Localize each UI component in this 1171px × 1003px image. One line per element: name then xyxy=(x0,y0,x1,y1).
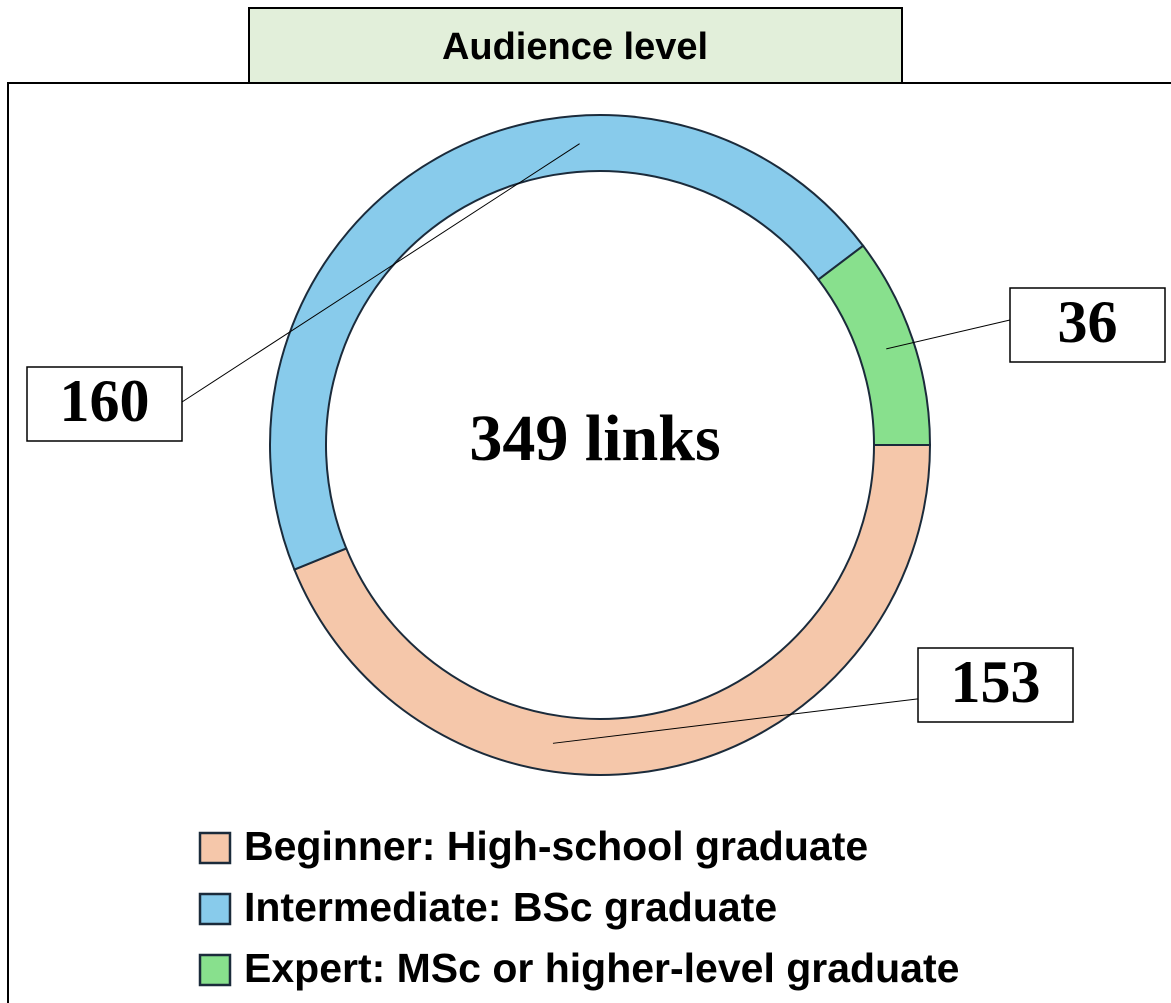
legend-label: Expert: MSc or higher-level graduate xyxy=(244,945,959,991)
value-label: 153 xyxy=(951,649,1041,715)
center-label: 349 links xyxy=(469,402,720,475)
value-label: 36 xyxy=(1058,289,1118,355)
value-label-box xyxy=(917,647,1074,723)
legend-swatch xyxy=(198,831,232,865)
value-label: 160 xyxy=(60,368,150,434)
legend-label: Beginner: High-school graduate xyxy=(244,823,868,869)
leader-line xyxy=(886,319,1011,350)
leader-line xyxy=(181,143,580,403)
donut-segment xyxy=(293,444,932,776)
donut-segment xyxy=(817,244,932,446)
legend-label: Intermediate: BSc graduate xyxy=(244,884,777,930)
value-label-box xyxy=(1009,287,1166,363)
legend-swatch xyxy=(198,953,232,987)
title-box xyxy=(248,7,903,84)
legend-swatch xyxy=(198,892,232,926)
value-label-box xyxy=(26,366,183,442)
chart-title: Audience level xyxy=(442,26,708,68)
donut-segment xyxy=(269,114,865,571)
